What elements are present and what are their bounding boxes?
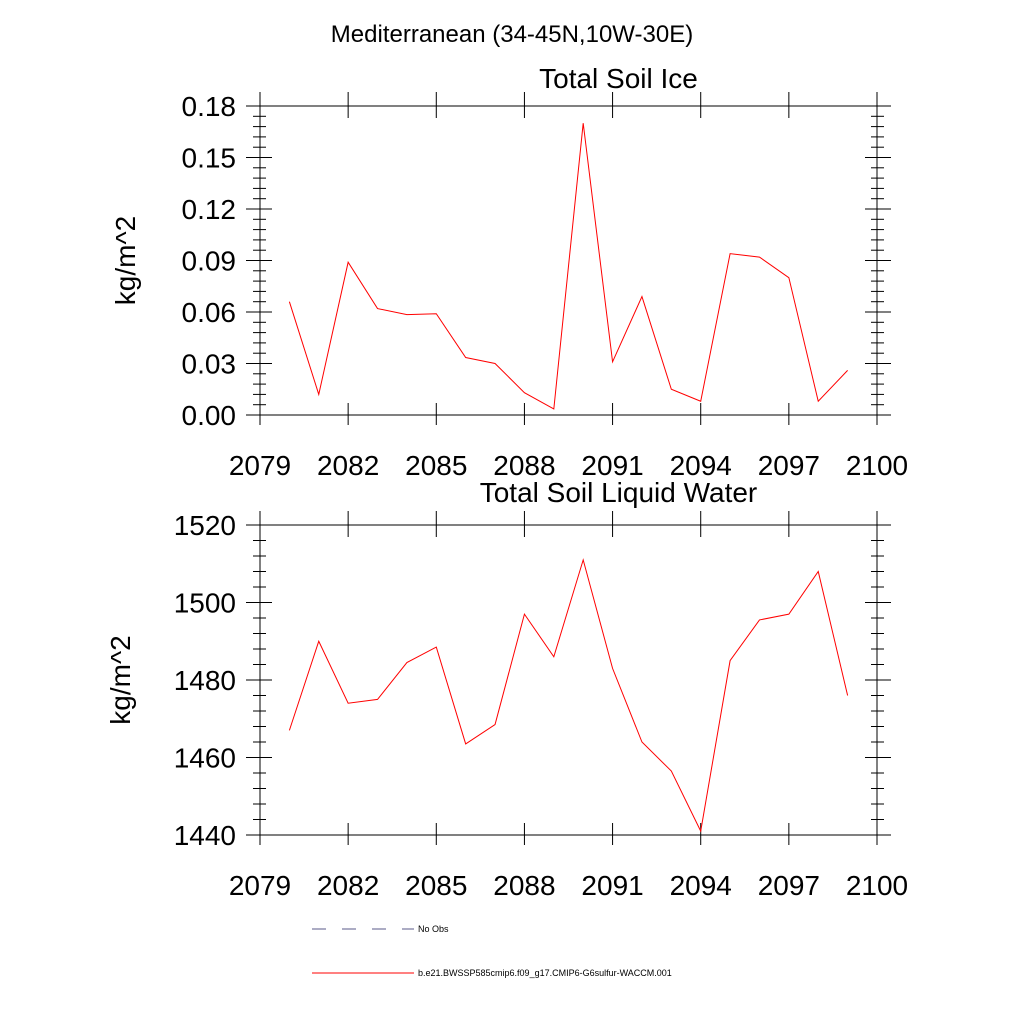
y-tick-label: 0.15: [182, 143, 237, 174]
x-tick-label: 2082: [317, 450, 379, 481]
x-tick-label: 2094: [670, 450, 732, 481]
panel-title: Total Soil Ice: [539, 63, 698, 94]
chart-panel-2: Total Soil Liquid Water kg/m^2 2079 2082 208…: [105, 477, 908, 901]
legend-item: b.e21.BWSSP585cmip6.f09_g17.CMIP6-G6sulf…: [312, 968, 672, 978]
panel-title: Total Soil Liquid Water: [480, 477, 758, 508]
plot-panels: Total Soil Ice kg/m^2 2079 2082 2085 2088 2091…: [105, 63, 908, 901]
y-axis-label: kg/m^2: [110, 216, 141, 305]
x-tick-label: 2079: [229, 870, 291, 901]
y-tick-label: 0.00: [182, 400, 237, 431]
y-axis-label: kg/m^2: [105, 635, 136, 724]
x-tick-label: 2100: [846, 450, 908, 481]
x-tick-label: 2094: [670, 870, 732, 901]
y-tick-label: 0.12: [182, 194, 237, 225]
legend: No Obs b.e21.BWSSP585cmip6.f09_g17.CMIP6-…: [312, 924, 672, 978]
plot-frame: [259, 524, 878, 836]
y-tick-label: 1480: [174, 665, 236, 696]
y-tick-label: 1500: [174, 588, 236, 619]
chart-panel-1: Total Soil Ice kg/m^2 2079 2082 2085 2088 2091…: [110, 63, 908, 481]
legend-label: b.e21.BWSSP585cmip6.f09_g17.CMIP6-G6sulf…: [418, 968, 672, 978]
x-tick-label: 2097: [758, 870, 820, 901]
series-line: [288, 123, 848, 410]
y-tick-label: 1440: [174, 820, 236, 851]
x-tick-label: 2085: [405, 450, 467, 481]
x-tick-label: 2088: [493, 870, 555, 901]
x-tick-label: 2091: [581, 870, 643, 901]
y-tick-label: 0.18: [182, 91, 237, 122]
legend-item: No Obs: [312, 924, 449, 934]
plot-frame: [259, 105, 878, 416]
y-tick-label: 1520: [174, 510, 236, 541]
y-tick-label: 0.09: [182, 246, 237, 277]
x-tick-label: 2100: [846, 870, 908, 901]
x-tick-label: 2079: [229, 450, 291, 481]
x-tick-label: 2085: [405, 870, 467, 901]
x-tick-label: 2088: [493, 450, 555, 481]
legend-label: No Obs: [418, 924, 449, 934]
x-tick-label: 2091: [581, 450, 643, 481]
x-tick-label: 2082: [317, 870, 379, 901]
series-line: [288, 558, 849, 833]
x-tick-label: 2097: [758, 450, 820, 481]
y-tick-label: 0.03: [182, 349, 237, 380]
figure-suptitle: Mediterranean (34-45N,10W-30E): [331, 21, 693, 48]
y-tick-label: 0.06: [182, 297, 237, 328]
y-tick-label: 1460: [174, 743, 236, 774]
